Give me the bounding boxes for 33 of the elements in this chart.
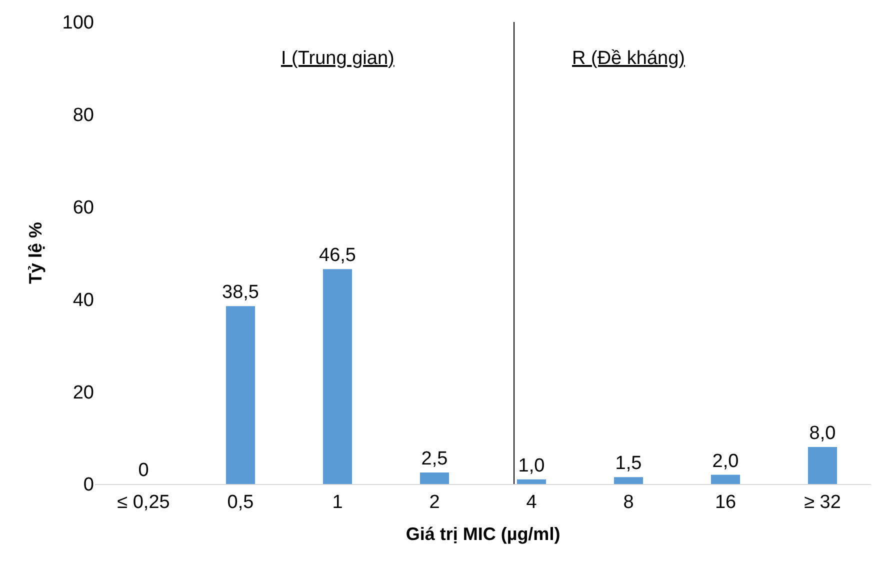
- annotation: I (Trung gian): [281, 48, 394, 69]
- data-label: 0: [138, 460, 149, 481]
- x-tick-label: 0,5: [227, 492, 254, 513]
- data-label: 2,0: [712, 450, 739, 472]
- y-tick-label: 20: [72, 382, 94, 404]
- data-label: 1,0: [518, 455, 545, 476]
- x-tick-label: ≤ 0,25: [117, 492, 170, 513]
- bar: [322, 269, 352, 484]
- bar: [226, 306, 256, 484]
- y-axis-title: Tỷ lệ %: [25, 222, 46, 284]
- bar: [614, 477, 644, 484]
- bar: [516, 479, 546, 484]
- bar: [420, 472, 450, 484]
- x-tick-label: 4: [526, 492, 538, 513]
- bar: [710, 474, 740, 484]
- x-tick-label: 8: [623, 492, 634, 513]
- x-tick-label: ≥ 32: [804, 492, 841, 513]
- y-tick-label: 0: [83, 474, 94, 496]
- bar: [808, 447, 838, 484]
- data-label: 8,0: [809, 423, 836, 444]
- y-tick-label: 60: [72, 197, 94, 218]
- y-tick-label: 100: [62, 12, 94, 34]
- x-tick-label: 16: [714, 492, 736, 513]
- data-label: 2,5: [421, 448, 448, 470]
- y-tick-label: 80: [72, 105, 94, 126]
- data-label: 1,5: [615, 453, 642, 474]
- data-label: 46,5: [319, 245, 356, 266]
- annotation: R (Đề kháng): [572, 48, 685, 69]
- data-label: 38,5: [222, 282, 259, 304]
- x-tick-label: 2: [429, 492, 440, 513]
- x-tick-label: 1: [332, 492, 343, 513]
- y-tick-label: 40: [72, 290, 94, 311]
- x-axis-title: Giá trị MIC (µg/ml): [406, 524, 560, 544]
